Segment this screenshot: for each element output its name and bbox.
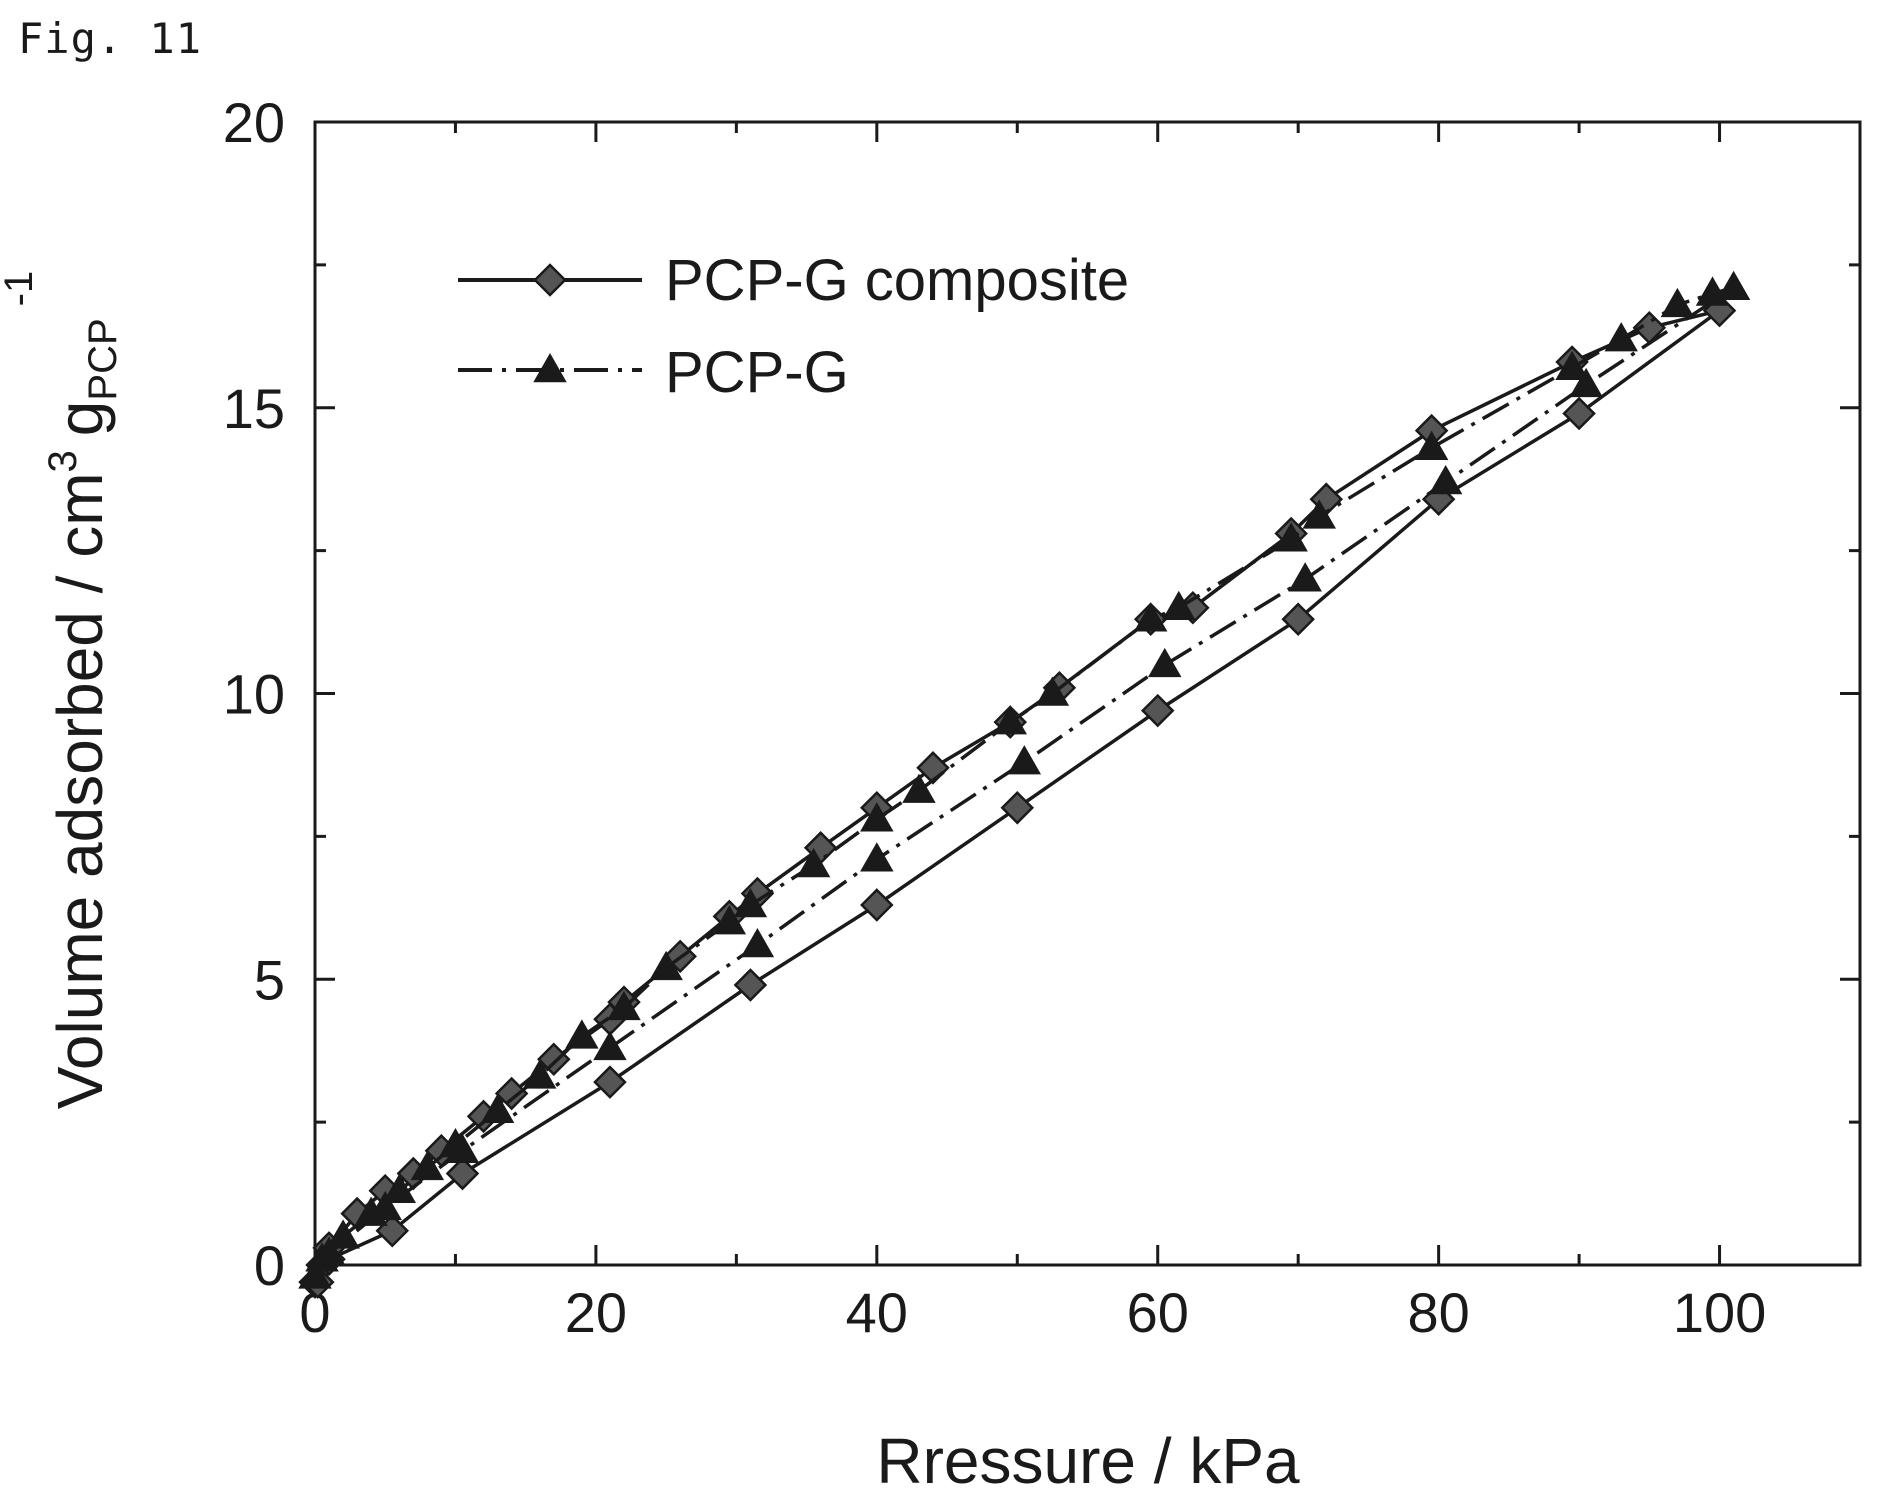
data-point: [445, 1156, 480, 1191]
x-axis-ticks: 0 20 40 60 80 100: [299, 122, 1862, 1344]
data-point: [1414, 430, 1449, 461]
data-point: [1274, 522, 1308, 552]
data-point: [593, 1065, 627, 1099]
data-point: [1562, 396, 1596, 431]
y-axis-title: Volume adsorbed / cm3gPCP-1: [0, 271, 125, 1109]
data-point: [860, 802, 894, 832]
data-point: [712, 905, 747, 935]
data-point: [368, 1190, 402, 1221]
data-point: [1288, 562, 1322, 592]
data-point: [1162, 590, 1196, 621]
data-point: [312, 1236, 346, 1266]
legend-marker-triangle: [533, 352, 567, 383]
data-point: [480, 1093, 515, 1123]
data-point: [860, 888, 894, 922]
y-tick-label: 0: [254, 1234, 285, 1297]
series-pcp-g-composite: [298, 293, 1737, 1299]
data-point: [649, 950, 683, 981]
figure-label: Fig. 11: [18, 14, 203, 63]
data-point: [902, 773, 936, 803]
data-point: [565, 1019, 599, 1049]
data-point: [733, 887, 768, 918]
data-point: [298, 1259, 332, 1289]
data-point: [445, 1133, 480, 1163]
data-point: [1569, 367, 1603, 398]
data-point: [607, 990, 641, 1021]
series-line: [313, 285, 1736, 1278]
legend-marker-diamond: [533, 263, 567, 297]
data-point: [796, 847, 831, 878]
data-point: [1604, 322, 1638, 352]
data-point: [494, 1076, 529, 1111]
series-layer: [298, 270, 1751, 1299]
y-axis-ticks: 0 5 10 15 20: [223, 91, 1860, 1297]
data-point: [1716, 270, 1751, 300]
data-point: [593, 1030, 627, 1061]
data-point: [1133, 602, 1168, 632]
legend-label-composite: PCP-G composite: [665, 248, 1129, 313]
data-point: [1660, 287, 1695, 318]
data-point: [860, 842, 894, 872]
data-point: [740, 927, 775, 958]
y-tick-label: 15: [223, 377, 285, 440]
y-tick-label: 5: [254, 948, 285, 1011]
data-point: [733, 968, 768, 1002]
x-tick-label: 20: [565, 1281, 627, 1344]
x-tick-label: 80: [1407, 1281, 1469, 1344]
y-tick-label: 10: [223, 663, 285, 726]
data-point: [326, 1219, 360, 1249]
data-point: [1007, 745, 1042, 775]
x-axis-title: Rressure / kPa: [876, 1425, 1300, 1497]
x-tick-label: 60: [1127, 1281, 1189, 1344]
data-point: [1035, 676, 1070, 706]
data-point: [1148, 647, 1182, 678]
data-point: [1000, 791, 1035, 825]
data-point: [1302, 499, 1336, 529]
data-point: [1140, 693, 1175, 728]
data-point: [410, 1150, 445, 1181]
legend-label-pcpg: PCP-G: [665, 340, 849, 405]
data-point: [1281, 602, 1315, 636]
x-tick-label: 40: [846, 1281, 908, 1344]
legend: PCP-G composite PCP-G: [458, 248, 1129, 405]
series-pcp-g: [298, 270, 1751, 1289]
data-point: [382, 1173, 416, 1203]
y-tick-label: 20: [223, 91, 285, 154]
data-point: [993, 705, 1027, 735]
data-point: [1428, 465, 1463, 495]
data-point: [1555, 350, 1589, 380]
data-point: [523, 1059, 557, 1089]
x-tick-label: 100: [1673, 1281, 1766, 1344]
